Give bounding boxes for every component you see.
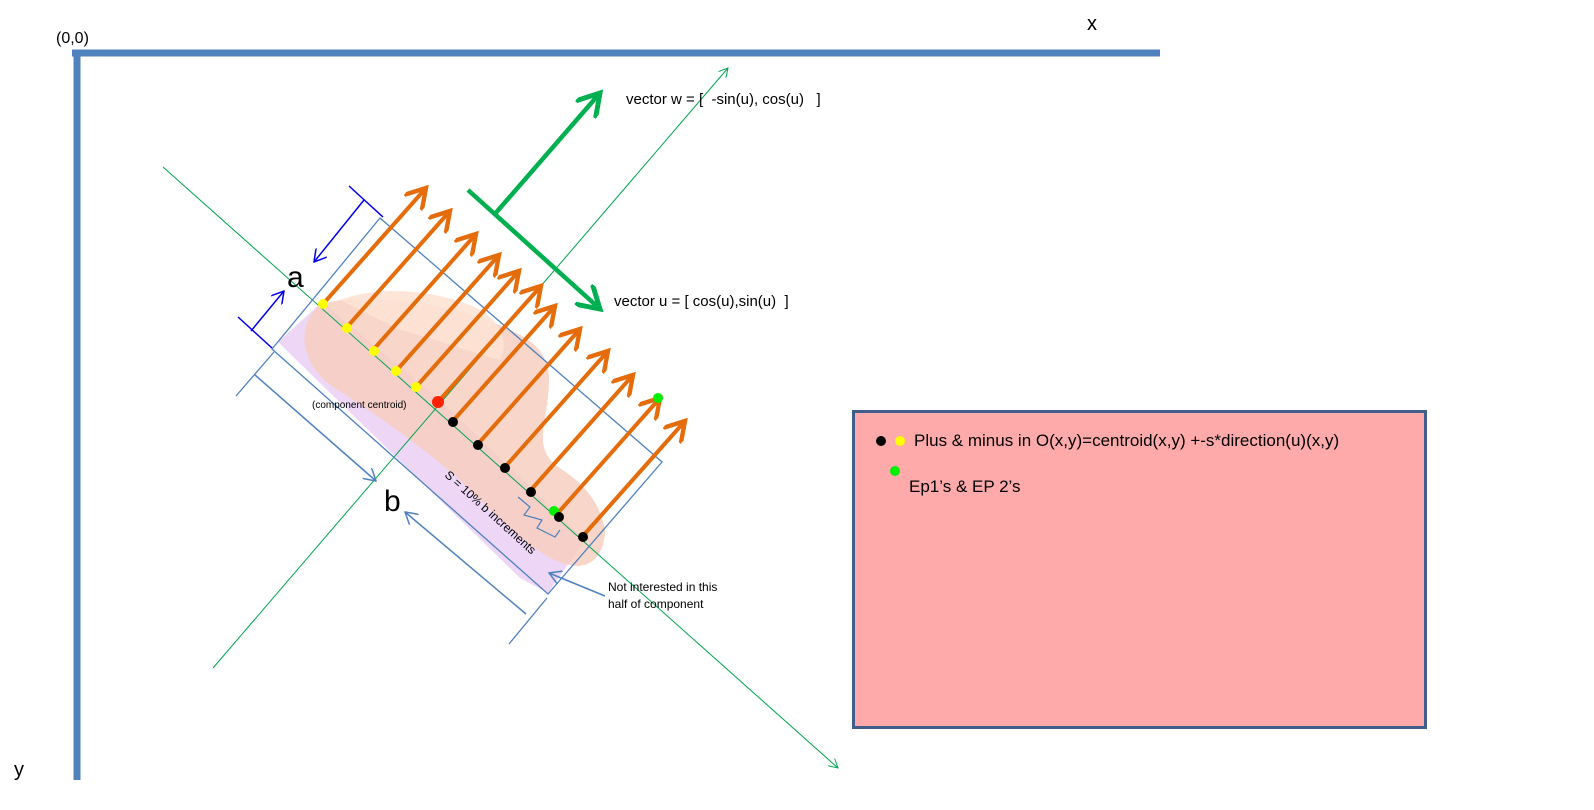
sample-dot [391,366,401,376]
orange-arrow [503,351,608,469]
a-label: a [287,261,304,294]
black-dot-icon [876,436,886,446]
orange-arrow [345,211,450,329]
sample-dot [500,463,510,473]
vector-w-arrow [492,93,600,217]
sample-dot [473,440,483,450]
b-end-top [235,351,275,397]
orange-arrow [555,398,660,516]
y-axis-label: y [14,759,24,781]
b-label: b [384,485,401,518]
centroid-label: (component centroid) [312,400,407,411]
sample-dot [342,323,352,333]
component-shape [304,299,605,566]
vector-u-label: vector u = [ cos(u),sin(u) ] [614,293,789,310]
orange-arrow [450,306,555,424]
x-axis-label: x [1087,13,1097,35]
orange-arrow [321,188,426,306]
a-bracket-bottom [237,316,273,349]
b-arrow-upper [254,374,376,481]
orange-arrow [436,286,541,404]
component-shape-light [340,290,504,360]
legend-text-endpoints: Ep1’s & EP 2’s [909,477,1021,496]
a-bracket-top [348,185,384,218]
orange-arrow [371,234,476,352]
vector-u-arrow [466,188,600,309]
legend-box: Plus & minus in O(x,y)=centroid(x,y) +-s… [852,410,1427,729]
b-end-bottom [508,597,548,645]
not-interested-line1: Not interested in this [608,580,717,594]
orange-arrow [528,375,633,493]
legend-row-plus-minus: Plus & minus in O(x,y)=centroid(x,y) +-s… [876,431,1339,451]
sample-dot [448,417,458,427]
endpoint-dot-top [653,393,663,403]
vector-w-label: vector w = [ -sin(u), cos(u) ] [626,91,821,108]
sample-dot [554,512,564,522]
a-arrow-bottom [250,291,284,332]
orange-arrow [580,421,685,539]
sample-dot [318,299,328,309]
orange-arrow [475,329,580,447]
sample-dot [526,487,536,497]
legend-text-plus-minus: Plus & minus in O(x,y)=centroid(x,y) +-s… [914,431,1340,450]
not-interested-line2: half of component [608,597,704,611]
centroid-dot [432,396,444,408]
a-arrow-top [314,199,365,262]
sample-dot [411,382,421,392]
green-dot-icon [890,466,900,476]
legend-row-endpoints: Ep1’s & EP 2’s [890,466,1021,496]
yellow-dot-icon [895,436,905,446]
sample-dot [369,346,379,356]
orange-arrow [394,255,499,373]
increment-brace [517,496,561,538]
b-arrow-lower [405,512,527,615]
sample-dot [578,532,588,542]
sample-points-group [318,299,588,542]
not-interested-pointer [549,573,606,597]
origin-label: (0,0) [56,30,89,47]
bounding-rectangle [271,217,663,595]
orange-arrow [414,271,519,389]
orange-arrows-group [321,188,685,539]
